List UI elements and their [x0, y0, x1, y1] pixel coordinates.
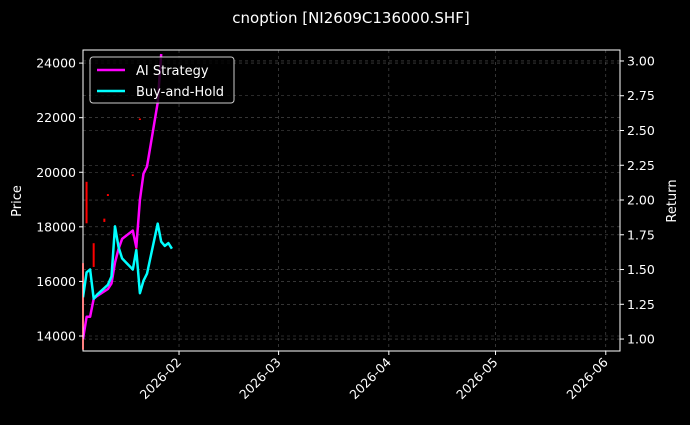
legend: AI Strategy Buy-and-Hold: [89, 56, 235, 104]
price-tick-label: 20000: [36, 165, 76, 180]
legend-box: [89, 56, 235, 104]
return-tick-label: 1.75: [627, 227, 655, 242]
return-tick-label: 2.25: [627, 158, 655, 173]
date-tick-label: 2026-06: [563, 354, 611, 402]
price-tick-label: 24000: [36, 56, 76, 71]
chart-title: cnoption [NI2609C136000.SHF]: [232, 9, 469, 27]
return-tick-label: 1.00: [627, 332, 655, 347]
return-lines: [83, 53, 173, 340]
return-tick-label: 2.50: [627, 123, 655, 138]
date-tick-label: 2026-05: [453, 355, 501, 403]
price-tick-label: 16000: [36, 274, 76, 289]
date-tick-label: 2026-04: [346, 354, 394, 402]
return-tick-label: 1.25: [627, 297, 655, 312]
return-tick-label: 2.75: [627, 88, 655, 103]
return-axis-label: Return: [665, 179, 680, 222]
return-tick-label: 1.50: [627, 262, 655, 277]
date-axis: 2026-02 2026-03 2026-04 2026-05 2026-06: [137, 351, 611, 402]
price-axis: 14000 16000 18000 20000 22000 24000: [36, 56, 83, 343]
legend-label-buy-and-hold: Buy-and-Hold: [136, 85, 224, 100]
date-tick-label: 2026-03: [236, 355, 284, 403]
return-tick-label: 2.00: [627, 193, 655, 208]
return-axis: 1.00 1.25 1.50 1.75 2.00 2.25 2.50 2.75 3.00: [620, 53, 655, 347]
price-tick-label: 18000: [36, 219, 76, 234]
series-line-buy-and-hold: [83, 222, 173, 300]
price-tick-label: 22000: [36, 110, 76, 125]
price-axis-label: Price: [10, 185, 25, 217]
price-tick-label: 14000: [36, 328, 76, 343]
legend-label-ai-strategy: AI Strategy: [136, 64, 209, 79]
date-tick-label: 2026-02: [137, 355, 185, 403]
return-tick-label: 3.00: [627, 53, 655, 68]
